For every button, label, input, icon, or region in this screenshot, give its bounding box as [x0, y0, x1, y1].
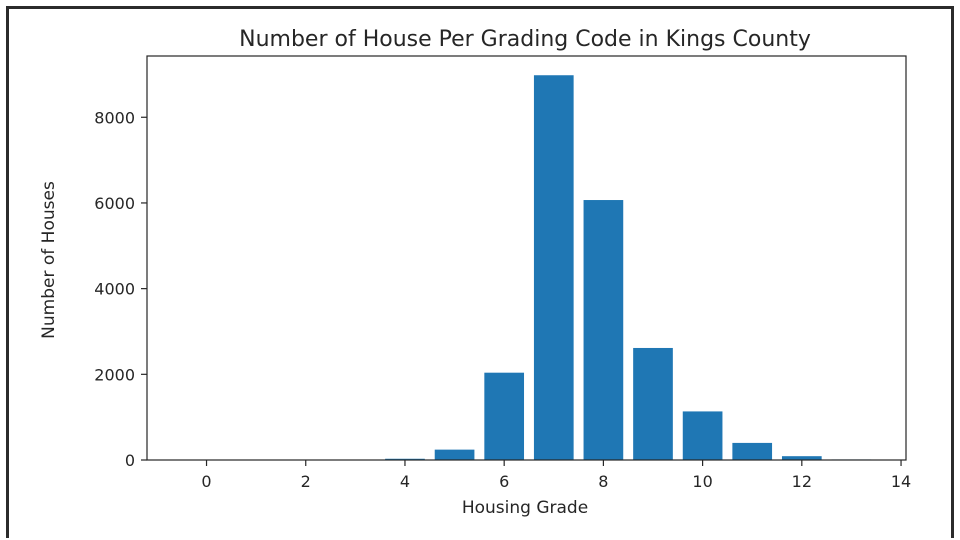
x-axis-label: Housing Grade [462, 498, 588, 518]
bar-grade-9 [633, 347, 673, 460]
bar-grade-12 [781, 456, 822, 460]
y-ticks-group: 0 2000 4000 6000 8000 [94, 108, 147, 470]
y-axis-label: Number of Houses [39, 181, 59, 339]
plot-area-frame [146, 55, 907, 461]
chart-title: Number of House Per Grading Code in King… [239, 27, 811, 52]
bar-grade-6 [484, 372, 525, 460]
x-tick-label: 8 [598, 472, 608, 491]
y-tick-label: 4000 [94, 280, 135, 299]
x-tick-label: 6 [499, 472, 509, 491]
x-tick-label: 14 [891, 472, 911, 491]
y-tick-label: 2000 [94, 365, 135, 384]
bar-grade-7 [533, 75, 574, 460]
x-tick-label: 10 [692, 472, 712, 491]
x-tick-label: 0 [201, 472, 211, 491]
x-tick-label: 12 [792, 472, 812, 491]
bar-grade-5 [434, 449, 475, 460]
bar-grade-10 [682, 411, 723, 460]
y-tick-label: 6000 [94, 194, 135, 213]
bar-grade-11 [732, 442, 773, 460]
x-ticks-group: 0 2 4 6 8 10 12 14 [201, 460, 911, 491]
bar-grade-4 [385, 458, 425, 460]
x-tick-label: 2 [301, 472, 311, 491]
figure-frame [6, 6, 954, 538]
y-tick-label: 0 [125, 451, 135, 470]
y-tick-label: 8000 [94, 108, 135, 127]
bar-grade-8 [583, 200, 624, 460]
bars-group [236, 75, 872, 460]
x-tick-label: 4 [400, 472, 410, 491]
